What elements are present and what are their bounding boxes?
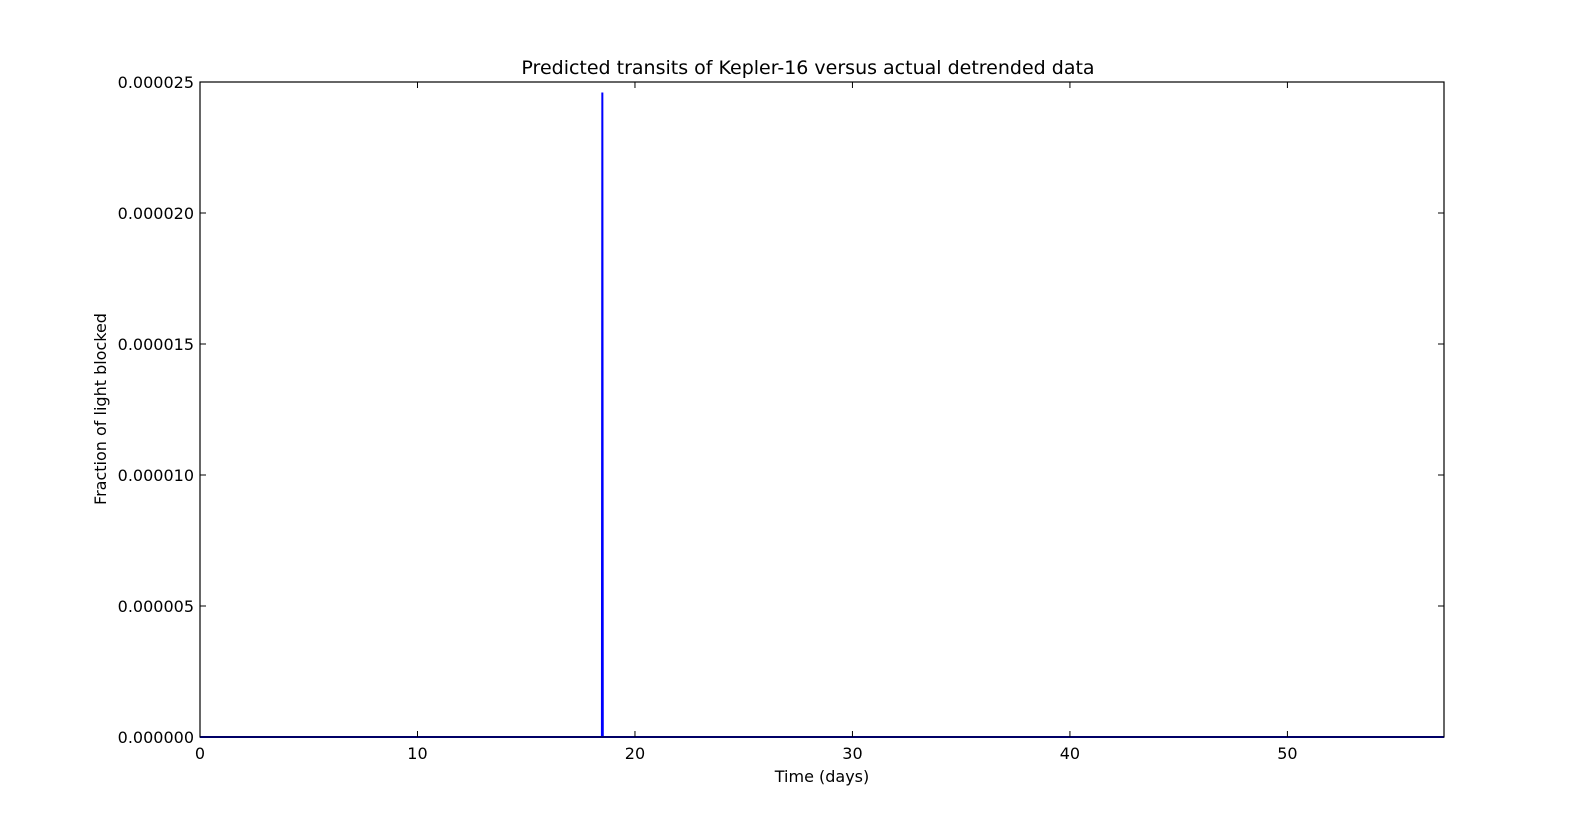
x-tick-label: 10 xyxy=(407,744,427,763)
y-tick-label: 0.000020 xyxy=(118,204,194,223)
x-tick-label: 20 xyxy=(625,744,645,763)
x-tick-label: 40 xyxy=(1060,744,1080,763)
y-tick-label: 0.000015 xyxy=(118,335,194,354)
y-tick-label: 0.000025 xyxy=(118,73,194,92)
ticks-layer: 0 10 20 30 40 50 0.000000 0.000005 0.000010 0.000… xyxy=(118,73,1444,763)
x-tick-label: 30 xyxy=(842,744,862,763)
x-tick-label: 0 xyxy=(195,744,205,763)
y-tick-label: 0.000005 xyxy=(118,597,194,616)
x-axis-label: Time (days) xyxy=(774,767,870,786)
y-axis-label: Fraction of light blocked xyxy=(91,313,110,505)
y-tick-label: 0.000000 xyxy=(118,728,194,747)
plot-frame xyxy=(199,81,1445,738)
chart-title: Predicted transits of Kepler-16 versus a… xyxy=(521,57,1094,79)
x-tick-label: 50 xyxy=(1277,744,1297,763)
y-tick-label: 0.000010 xyxy=(118,466,194,485)
